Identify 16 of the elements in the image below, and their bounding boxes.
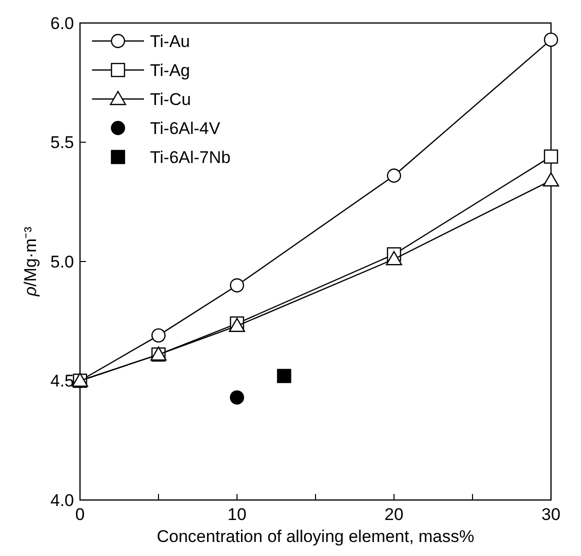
legend-label: Ti-6Al-7Nb bbox=[150, 148, 231, 167]
x-axis-title: Concentration of alloying element, mass% bbox=[156, 527, 474, 546]
legend-label: Ti-Au bbox=[150, 32, 190, 51]
y-axis-title: ρ/Mg·m⁻³ bbox=[21, 226, 40, 298]
x-tick-label: 30 bbox=[542, 505, 560, 524]
y-tick-label: 4.0 bbox=[50, 490, 74, 510]
x-tick-label: 20 bbox=[384, 505, 404, 524]
y-tick-label: 5.0 bbox=[50, 252, 74, 272]
x-tick-label: 0 bbox=[75, 505, 85, 524]
legend-label: Ti-Cu bbox=[150, 90, 191, 109]
legend-label: Ti-Ag bbox=[150, 60, 190, 80]
y-tick-label: 6.0 bbox=[50, 14, 74, 33]
x-tick-label: 10 bbox=[228, 505, 246, 524]
y-tick-label: 5.5 bbox=[50, 133, 74, 152]
legend-label: Ti-6Al-4V bbox=[150, 118, 221, 138]
y-tick-label: 4.5 bbox=[50, 372, 74, 391]
